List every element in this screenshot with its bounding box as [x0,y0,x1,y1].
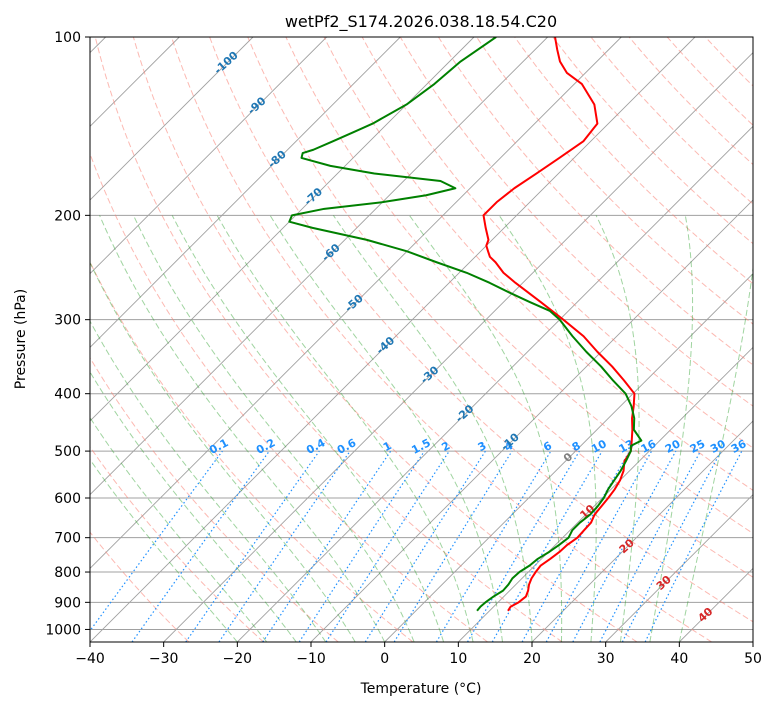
moist-adiabat-line [332,215,533,642]
background-lines [90,37,753,642]
x-axis-label: Temperature (°C) [360,681,482,697]
y-tick-label: 500 [54,444,81,460]
isotherm-line [90,37,622,569]
moist-adiabat-line [133,215,415,642]
isotherm-line [90,37,254,201]
y-tick-label: 300 [54,313,81,329]
temperature-profile [482,37,636,612]
moist-adiabat-line [90,371,297,642]
mixing-ratio-line [466,450,580,642]
x-tick-label: 30 [597,651,615,667]
chart-title: wetPf2_S174.2026.038.18.54.C20 [285,12,557,32]
moist-adiabat-line [595,215,640,642]
y-tick-label: 900 [54,595,81,611]
x-tick-label: −40 [75,651,105,667]
y-axis-label: Pressure (hPa) [13,289,29,389]
mixing-ratio-line [521,450,631,642]
dry-adiabat-line [209,37,753,623]
isotherm-line [90,37,548,496]
mixing-ratio-line [185,450,320,642]
moist-adiabat-line [90,261,356,642]
isotherm-line [458,346,753,642]
y-tick-label: 1000 [45,622,81,638]
dry-adiabat-line [438,37,753,366]
mixing-ratio-label: 30 [708,437,728,456]
moist-adiabat-line [269,215,504,642]
y-tick-label: 200 [54,208,81,224]
moist-adiabat-line [498,215,597,642]
isotherm-line [90,37,696,642]
dry-adiabat-line [323,37,753,491]
mixing-ratio-line [131,450,270,642]
x-tick-label: 0 [380,651,389,667]
mixing-ratio-line [435,450,552,642]
moist-adiabat-line [216,215,474,642]
y-tick-label: 400 [54,387,81,403]
plot-frame [89,36,754,643]
mixing-ratio-line [90,450,223,632]
x-tick-label: −10 [296,651,326,667]
isotherm-line [90,37,401,348]
isotherm-line [384,273,753,642]
x-tick-label: 50 [744,651,762,667]
moist-adiabat-line [171,215,445,642]
dry-adiabat-line [399,37,753,407]
moist-adiabat-line [90,416,268,642]
mixing-ratio-line [325,450,450,642]
mixing-ratio-line [545,450,653,642]
dry-adiabat-line [361,37,753,449]
mixing-ratio-label: 36 [729,437,749,456]
axes: −40 −30 −20 −10 0 10 20 30 40 50 100 200 300 400 500 60… [45,30,762,667]
mixing-ratio-label: 25 [688,437,708,456]
moist-adiabat-line [90,458,238,642]
x-tick-label: 20 [523,651,541,667]
dewpoint-profile [288,37,643,612]
moist-adiabat-line [678,264,753,642]
moist-adiabat-line [649,215,694,642]
x-tick-label: −20 [223,651,253,667]
mixing-ratio-label: 16 [639,437,659,456]
isotherm-line [531,420,753,642]
dry-adiabat-line [94,37,563,642]
y-tick-label: 700 [54,531,81,547]
x-tick-label: 10 [449,651,467,667]
isotherm-line [163,52,753,642]
sounding-traces [288,37,643,612]
y-tick-label: 600 [54,491,81,507]
x-tick-label: −30 [149,651,179,667]
moist-adiabat-line [90,320,327,642]
mixing-ratio-line [364,450,486,642]
dry-adiabat-line [90,531,190,642]
isotherm-line [90,37,475,422]
mixing-ratio-label: 10 [589,437,609,456]
y-tick-label: 100 [54,30,81,46]
isotherm-line [237,125,753,642]
mixing-ratio-line [491,450,603,642]
mixing-ratio-line [393,450,513,642]
y-tick-label: 800 [54,565,81,581]
moist-adiabat-line [409,215,563,642]
dry-adiabat-line [90,260,414,642]
mixing-ratio-line [218,450,351,642]
dry-adiabat-line [247,37,753,578]
dry-adiabat-line [90,356,339,642]
mixing-ratio-line [572,450,677,642]
isotherm-line [90,37,327,275]
mixing-ratio-label: 20 [663,437,683,456]
dry-adiabat-line [132,37,638,642]
x-tick-label: 40 [670,651,688,667]
isotherm-line [605,494,753,642]
